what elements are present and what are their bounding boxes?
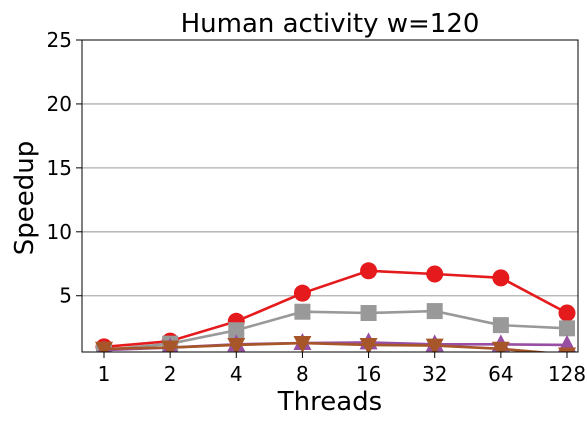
data-point — [359, 337, 378, 352]
series-triangle-down — [95, 336, 576, 352]
series-line — [103, 341, 553, 352]
y-tick-label: 10 — [47, 220, 72, 244]
data-point — [491, 341, 510, 352]
series-line — [103, 309, 568, 352]
data-point — [228, 322, 245, 339]
data-point — [95, 341, 113, 352]
data-point — [360, 305, 377, 321]
data-point — [559, 320, 575, 337]
plot-frame — [81, 39, 579, 353]
x-axis: 1 2 4 8 16 32 64 128 — [98, 352, 586, 386]
series-line — [103, 269, 568, 349]
data-point — [558, 347, 576, 352]
series-layer — [95, 262, 576, 352]
y-axis: 5 10 15 20 25 — [47, 28, 82, 308]
x-tick-label: 2 — [164, 362, 177, 386]
chart-title: Human activity w=120 — [181, 9, 480, 39]
data-point — [492, 269, 510, 287]
y-axis-title: Speedup — [10, 141, 40, 256]
gridlines — [82, 103, 578, 297]
x-tick-label: 32 — [422, 362, 447, 386]
x-tick-label: 16 — [356, 362, 381, 386]
x-tick-label: 4 — [230, 362, 243, 386]
y-tick-label: 20 — [47, 92, 72, 116]
data-point — [360, 262, 378, 280]
x-tick-label: 64 — [488, 362, 513, 386]
data-point — [161, 340, 180, 352]
x-tick-label: 1 — [98, 362, 111, 386]
data-point — [293, 284, 311, 302]
y-tick-label: 25 — [47, 28, 72, 52]
data-point — [293, 336, 312, 352]
y-tick-label: 15 — [47, 156, 72, 180]
data-point — [426, 265, 444, 283]
data-point — [492, 317, 509, 334]
x-tick-label: 8 — [296, 362, 309, 386]
data-point — [227, 337, 246, 352]
data-point — [294, 303, 311, 320]
data-point — [426, 303, 443, 320]
x-axis-title: Threads — [277, 387, 382, 417]
x-tick-label: 128 — [548, 362, 586, 386]
data-point — [558, 304, 576, 322]
series-square — [96, 303, 575, 352]
data-point — [425, 338, 444, 352]
y-tick-label: 5 — [59, 284, 72, 308]
